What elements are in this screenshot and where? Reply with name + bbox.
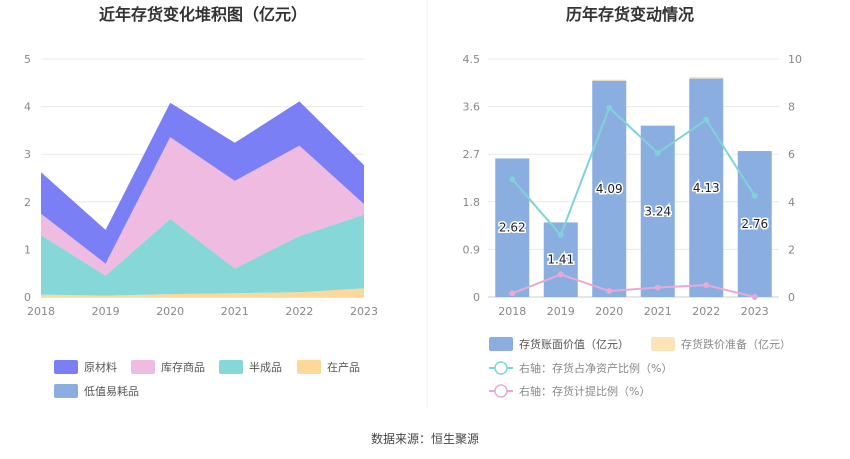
bar-value-label: 2.62: [499, 221, 526, 235]
area-series-原材料: [41, 101, 364, 264]
legend-swatch-在产品: [297, 360, 321, 374]
legend-label-line-2: 右轴：存货计提比例（%）: [519, 384, 650, 398]
bar-2020: [592, 80, 627, 297]
left-x-tick-label: 2019: [92, 305, 120, 318]
line-point-1: [751, 192, 758, 199]
line-point-2: [557, 271, 564, 278]
legend-label-book-value: 存货账面价值（亿元）: [519, 337, 629, 351]
left-y-tick-label: 4: [24, 101, 31, 114]
legend-swatch-库存商品: [131, 360, 155, 374]
legend-label-库存商品: 库存商品: [161, 360, 205, 374]
right-left-y-tick-label: 3.6: [463, 101, 481, 114]
line-point-2: [606, 288, 613, 295]
left-x-tick-label: 2018: [27, 305, 55, 318]
right-right-y-tick-label: 0: [788, 291, 795, 304]
right-chart-title: 历年存货变动情况: [566, 5, 694, 24]
area-series-在产品: [41, 288, 364, 297]
line-series-2: [511, 273, 755, 298]
line-point-1: [557, 232, 564, 239]
line-point-2: [751, 294, 758, 300]
left-x-tick-label: 2021: [221, 305, 249, 318]
legend-swatch-原材料: [54, 360, 78, 374]
right-x-tick-label: 2022: [692, 305, 720, 318]
line-point-1: [654, 150, 661, 157]
legend-label-半成品: 半成品: [249, 360, 282, 374]
right-left-y-tick-label: 2.7: [463, 148, 481, 161]
reserve-bar-2022: [689, 76, 724, 79]
legend-swatch-低值易耗品: [54, 384, 78, 398]
right-left-y-tick-label: 4.5: [463, 53, 481, 66]
right-x-ticks: 2018 2019 2020 2021 2022 2023: [498, 305, 769, 318]
area-series-半成品: [41, 214, 364, 296]
left-y-tick-label: 2: [24, 196, 31, 209]
right-bars: [495, 76, 772, 298]
legend-swatch-reserve: [651, 337, 675, 351]
area-series-库存商品: [41, 137, 364, 276]
line-point-2: [509, 290, 516, 297]
stacked-area-chart: 近年存货变化堆积图（亿元） 0 1 2 3 4 5 2018 2019 2020 2021 202…: [24, 5, 378, 398]
right-x-tick-label: 2020: [595, 305, 623, 318]
left-chart-title: 近年存货变化堆积图（亿元）: [99, 5, 307, 24]
legend-label-在产品: 在产品: [327, 360, 360, 374]
legend-swatch-book-value: [489, 337, 513, 351]
left-x-tick-label: 2023: [350, 305, 378, 318]
right-right-y-tick-label: 8: [788, 101, 795, 114]
right-right-y-tick-label: 4: [788, 196, 795, 209]
bar-2022: [689, 78, 724, 298]
right-y-ticks: 0 0.9 1.8 2.7 3.6 4.5 0 2 4 6 8 10: [463, 53, 803, 304]
left-x-tick-label: 2020: [156, 305, 184, 318]
right-x-tick-label: 2019: [547, 305, 575, 318]
bar-value-label: 1.41: [547, 253, 574, 267]
bar-value-label: 2.76: [741, 217, 768, 231]
line-point-1: [703, 116, 710, 123]
line-point-2: [703, 282, 710, 289]
right-legend: 存货账面价值（亿元） 存货跌价准备（亿元） 右轴：存货占净资产比例（%） 右轴：存货计…: [489, 337, 791, 398]
right-x-tick-label: 2023: [741, 305, 769, 318]
legend-label-原材料: 原材料: [84, 360, 117, 374]
left-x-tick-label: 2022: [285, 305, 313, 318]
right-left-y-tick-label: 0: [473, 291, 480, 304]
data-source: 数据来源：恒生聚源: [371, 431, 479, 446]
left-y-tick-label: 1: [24, 243, 31, 256]
left-areas: [41, 101, 364, 297]
right-right-y-tick-label: 2: [788, 243, 795, 256]
line-point-1: [606, 104, 613, 111]
line-point-1: [509, 176, 516, 183]
right-left-y-tick-label: 0.9: [463, 243, 481, 256]
left-y-tick-label: 0: [24, 291, 31, 304]
right-x-tick-label: 2018: [498, 305, 526, 318]
left-y-tick-label: 5: [24, 53, 31, 66]
legend-label-低值易耗品: 低值易耗品: [84, 385, 139, 398]
reserve-bar-2020: [592, 79, 627, 81]
line-point-2: [654, 284, 661, 291]
bar-value-label: 3.24: [644, 204, 671, 218]
legend-marker-1: [494, 361, 508, 375]
bar-2023: [737, 151, 772, 297]
legend-swatch-半成品: [219, 360, 243, 374]
left-y-tick-label: 3: [24, 148, 31, 161]
right-x-tick-label: 2021: [644, 305, 672, 318]
inventory-bar-line-chart: 历年存货变动情况 2.621.414.093.244.132.76 00.91.…: [463, 5, 803, 398]
right-left-y-tick-label: 1.8: [463, 196, 481, 209]
right-bar-labels: 2.62 1.41 4.09 3.24 4.13 2.76: [497, 179, 769, 268]
bar-value-label: 4.13: [693, 181, 720, 195]
legend-label-reserve: 存货跌价准备（亿元）: [681, 337, 791, 351]
left-y-ticks: 0 1 2 3 4 5: [24, 53, 31, 304]
right-grid: [488, 58, 779, 298]
left-x-ticks: 2018 2019 2020 2021 2022 2023: [27, 305, 378, 318]
right-right-y-tick-label: 6: [788, 148, 795, 161]
legend-marker-2: [494, 384, 508, 398]
right-lines: [509, 104, 758, 300]
right-right-y-tick-label: 10: [788, 53, 802, 66]
legend-label-line-1: 右轴：存货占净资产比例（%）: [519, 361, 672, 375]
bar-value-label: 4.09: [596, 182, 623, 196]
line-series-1: [511, 106, 756, 238]
